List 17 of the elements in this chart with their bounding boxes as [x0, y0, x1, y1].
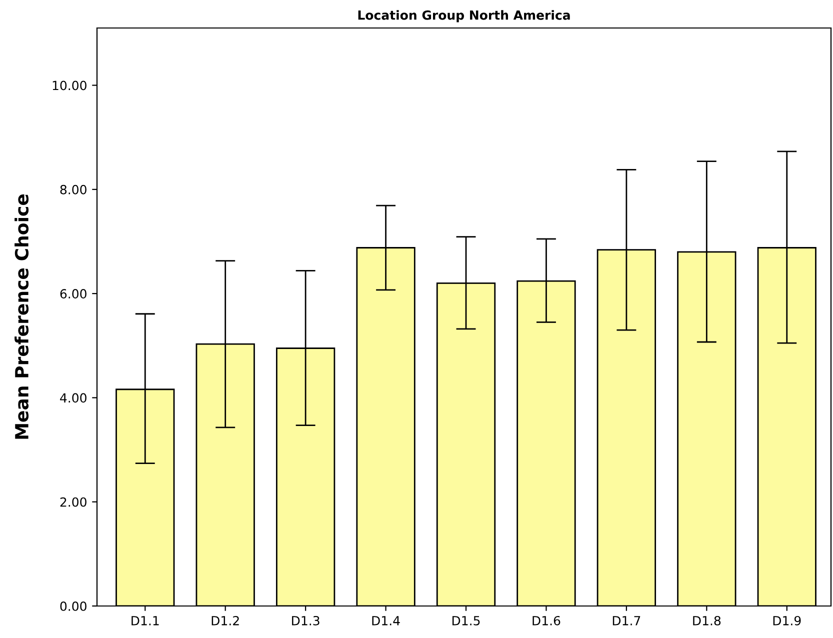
y-tick-label: 2.00 — [60, 497, 86, 507]
x-tick-label: D1.8 — [693, 616, 721, 626]
x-tick-label: D1.7 — [612, 616, 640, 626]
y-tick-label: 8.00 — [60, 184, 86, 194]
y-tick-label: 10.00 — [52, 80, 86, 90]
x-tick-label: D1.3 — [292, 616, 320, 626]
x-tick-label: D1.6 — [532, 616, 560, 626]
y-axis-title: Mean Preference Choice — [14, 194, 29, 439]
chart-title: Location Group North America — [358, 10, 570, 22]
x-tick-label: D1.1 — [132, 616, 159, 626]
x-tick-label: D1.9 — [773, 616, 801, 626]
x-tick-label: D1.4 — [372, 616, 400, 626]
x-tick-label: D1.2 — [212, 616, 239, 626]
y-tick-label: 4.00 — [60, 393, 86, 403]
y-tick-label: 6.00 — [60, 289, 86, 298]
x-tick-label: D1.5 — [452, 616, 480, 626]
y-tick-label: 0.00 — [60, 601, 86, 611]
